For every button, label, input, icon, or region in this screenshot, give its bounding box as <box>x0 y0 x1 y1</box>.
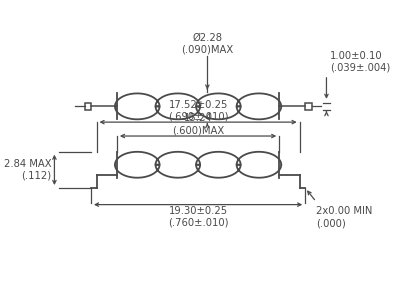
Bar <box>305 103 312 110</box>
Text: 15.24
(.600)MAX: 15.24 (.600)MAX <box>172 114 224 135</box>
Text: 17.52±0.25
(.690±.010): 17.52±0.25 (.690±.010) <box>168 100 228 121</box>
Text: Ø2.28
(.090)MAX: Ø2.28 (.090)MAX <box>181 33 234 55</box>
Text: 19.30±0.25
(.760±.010): 19.30±0.25 (.760±.010) <box>168 206 228 227</box>
Text: 1.00±0.10
(.039±.004): 1.00±0.10 (.039±.004) <box>330 51 390 73</box>
Text: 2x0.00 MIN
(.000): 2x0.00 MIN (.000) <box>316 207 373 228</box>
Text: 2.84 MAX
(.112): 2.84 MAX (.112) <box>4 159 52 181</box>
Bar <box>84 103 91 110</box>
